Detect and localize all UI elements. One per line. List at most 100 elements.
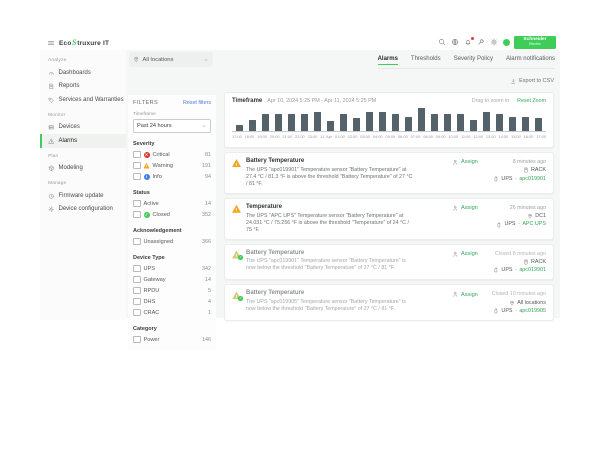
histogram-bar — [327, 120, 334, 131]
checkbox[interactable] — [133, 286, 141, 295]
assign-button[interactable]: Assign — [452, 159, 478, 166]
ups-icon — [496, 222, 502, 228]
filter-option-power[interactable]: Power 146 — [133, 334, 211, 345]
sidebar-item-dashboards[interactable]: Dashboards — [40, 66, 126, 80]
sidebar-item-firmware-update[interactable]: Firmware update — [40, 189, 126, 203]
bell-icon[interactable] — [464, 36, 474, 46]
checkbox[interactable] — [133, 210, 141, 219]
filter-option-rpdu[interactable]: RPDU 5 — [133, 285, 211, 296]
closed-check-icon: ✓ — [238, 255, 243, 260]
checkbox[interactable] — [133, 237, 141, 246]
brand: EcoStruxure IT — [40, 38, 109, 47]
alarm-location[interactable]: RACK — [493, 166, 546, 174]
assign-button[interactable]: Assign — [452, 291, 478, 298]
sidebar-item-device-configuration[interactable]: Device configuration — [40, 203, 126, 217]
alarm-body: Battery Temperature The UPS "apc019901" T… — [246, 250, 414, 273]
filter-option-ups[interactable]: UPS 342 — [133, 263, 211, 274]
alarm-card[interactable]: ! ✓ Battery Temperature The UPS "apc019905"… — [224, 284, 554, 322]
tab-alarm-notifications[interactable]: Alarm notifications — [505, 56, 555, 62]
filter-option-info[interactable]: Info 94 — [133, 171, 211, 182]
alarm-location[interactable]: DC1 — [496, 212, 546, 220]
alarm-device: UPS - apc019901 — [493, 175, 546, 183]
filter-option-crac[interactable]: CRAC 1 — [133, 307, 211, 318]
alarm-location[interactable]: RACK — [493, 258, 546, 266]
checkbox[interactable] — [133, 335, 141, 344]
checkbox[interactable] — [133, 150, 141, 159]
filter-option-critical[interactable]: Critical 81 — [133, 149, 211, 160]
modeling-icon — [48, 165, 55, 172]
alarm-body: Temperature The UPS "APC UPS" Temperature… — [246, 204, 414, 234]
x-tick-label: 15:00 — [511, 133, 521, 139]
device-separator: - — [515, 175, 517, 182]
tab-severity-policy[interactable]: Severity Policy — [453, 56, 493, 62]
assign-button[interactable]: Assign — [452, 205, 478, 212]
assign-button[interactable]: Assign — [452, 251, 478, 258]
person-icon — [452, 205, 459, 212]
checkbox[interactable] — [133, 275, 141, 284]
checkbox[interactable] — [133, 199, 141, 208]
alarm-title: Battery Temperature — [246, 290, 305, 297]
alarm-location[interactable]: All locations — [492, 299, 546, 307]
sidebar-item-devices[interactable]: Devices — [40, 121, 126, 135]
device-link[interactable]: apc019901 — [519, 267, 546, 274]
globe-icon[interactable] — [451, 38, 459, 46]
alarm-card[interactable]: ! ✓ Battery Temperature The UPS "apc019901"… — [224, 243, 554, 281]
x-tick-label: 13:00 — [485, 133, 496, 139]
checkbox[interactable] — [133, 264, 141, 273]
alarm-histogram-card: Timeframe Apr 10, 2024 5:25 PM - Apr 11,… — [224, 92, 554, 148]
alarm-card[interactable]: ! Battery Temperature The UPS "apc019901" … — [224, 152, 554, 194]
device-link[interactable]: apc019901 — [519, 175, 546, 182]
x-tick-label: 11. Apr — [320, 133, 333, 139]
location-selector[interactable]: All locations — [129, 52, 213, 67]
reset-zoom-link[interactable]: Reset Zoom — [517, 98, 546, 104]
wrench-icon[interactable] — [477, 38, 485, 46]
filter-option-unassigned[interactable]: Unassigned 366 — [133, 236, 211, 247]
tab-alarms[interactable]: Alarms — [377, 56, 398, 65]
x-tick-label: 18:00 — [244, 133, 255, 139]
sidebar-item-reports[interactable]: Reports — [40, 80, 126, 94]
sidebar-item-services-and-warranties[interactable]: Services and Warranties — [40, 93, 126, 107]
alarm-time: 8 minutes ago — [512, 159, 546, 165]
reset-filters-link[interactable]: Reset filters — [183, 100, 211, 106]
schneider-electric-logo: Schneider Electric — [514, 36, 556, 49]
alarm-card[interactable]: ! Temperature The UPS "APC UPS" Temperatur… — [224, 197, 554, 240]
gear-icon[interactable] — [490, 38, 498, 46]
histogram-bar — [457, 113, 464, 131]
checkbox[interactable] — [133, 161, 141, 170]
device-link[interactable]: apc019905 — [519, 308, 546, 315]
search-icon[interactable] — [438, 38, 446, 46]
sidebar-item-alarms[interactable]: Alarms — [40, 134, 126, 148]
checkbox[interactable] — [133, 172, 141, 181]
user-avatar[interactable] — [503, 38, 510, 46]
checkbox[interactable] — [133, 308, 141, 317]
sidebar-item-label: Services and Warranties — [58, 96, 124, 103]
device-type-label: UPS — [501, 267, 513, 274]
device-link[interactable]: APC UPS — [522, 221, 546, 228]
warning-severity-icon — [143, 162, 150, 169]
histogram-bar — [535, 118, 542, 131]
filter-option-dhs[interactable]: DHS 4 — [133, 296, 211, 307]
dashboards-icon — [48, 70, 55, 77]
filter-option-count: 94 — [205, 173, 211, 180]
histogram-bars[interactable] — [232, 108, 546, 132]
histogram-bar — [392, 113, 399, 131]
hamburger-menu-icon[interactable] — [47, 39, 55, 47]
timeframe-select[interactable]: Past 24 hours — [133, 119, 211, 133]
export-to-csv-button[interactable]: Export to CSV — [510, 78, 554, 85]
filter-option-label: Unassigned — [143, 238, 174, 245]
location-pin-icon — [527, 213, 533, 219]
assign-label: Assign — [461, 250, 478, 257]
filter-option-warning[interactable]: Warning 191 — [133, 160, 211, 171]
tab-thresholds[interactable]: Thresholds — [410, 56, 441, 62]
checkbox[interactable] — [133, 297, 141, 306]
histogram-bar — [366, 112, 373, 131]
sidebar-item-label: Modeling — [58, 165, 83, 172]
filter-option-active[interactable]: Active 14 — [133, 198, 211, 209]
sidebar-item-modeling[interactable]: Modeling — [40, 162, 126, 176]
sidebar-item-label: Reports — [58, 83, 80, 90]
x-tick-label: 11:00 — [460, 133, 471, 139]
filter-option-gateway[interactable]: Gateway 14 — [133, 274, 211, 285]
filter-option-closed[interactable]: Closed 352 — [133, 209, 211, 220]
filter-option-count: 1 — [208, 309, 211, 316]
